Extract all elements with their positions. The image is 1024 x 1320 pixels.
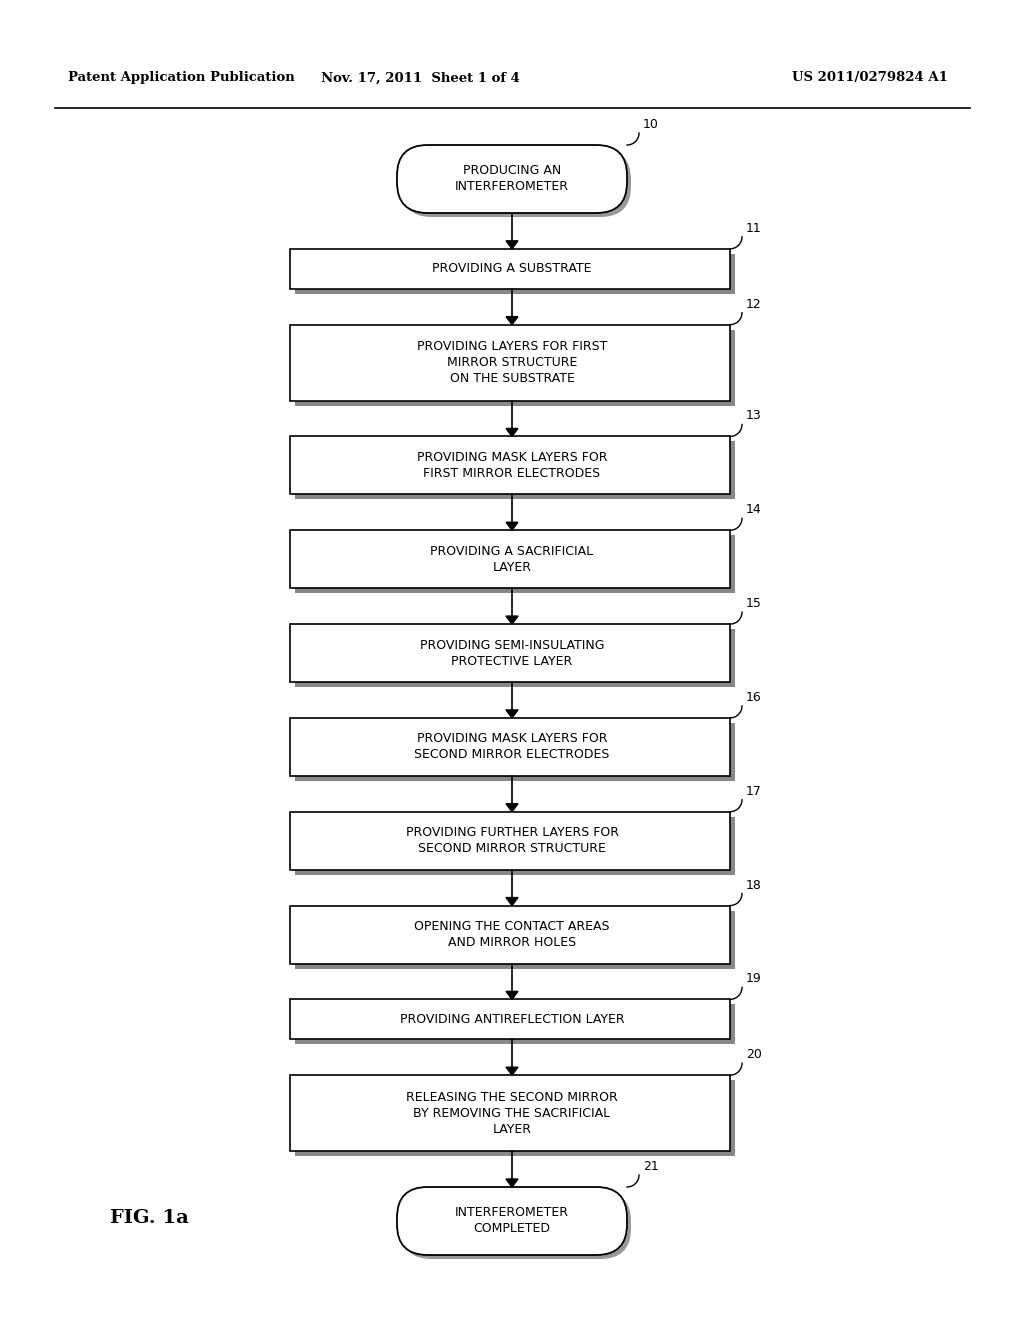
Bar [295, 723, 735, 781]
Text: 19: 19 [746, 973, 762, 985]
Bar [290, 718, 730, 776]
Text: RELEASING THE SECOND MIRROR
BY REMOVING THE SACRIFICIAL
LAYER: RELEASING THE SECOND MIRROR BY REMOVING … [407, 1090, 617, 1135]
Bar [295, 817, 735, 875]
Bar [295, 911, 735, 969]
Bar [295, 536, 735, 593]
Text: PROVIDING ANTIREFLECTION LAYER: PROVIDING ANTIREFLECTION LAYER [399, 1012, 625, 1026]
Polygon shape [506, 317, 518, 325]
Polygon shape [506, 240, 518, 248]
Polygon shape [506, 523, 518, 531]
Text: PROVIDING FURTHER LAYERS FOR
SECOND MIRROR STRUCTURE: PROVIDING FURTHER LAYERS FOR SECOND MIRR… [406, 826, 618, 855]
Polygon shape [506, 1067, 518, 1076]
Bar [295, 1080, 735, 1156]
Text: 10: 10 [643, 117, 658, 131]
Text: 15: 15 [746, 597, 762, 610]
FancyBboxPatch shape [397, 145, 627, 213]
Polygon shape [506, 804, 518, 812]
Bar [290, 325, 730, 401]
Text: OPENING THE CONTACT AREAS
AND MIRROR HOLES: OPENING THE CONTACT AREAS AND MIRROR HOL… [415, 920, 609, 949]
Text: 12: 12 [746, 297, 762, 310]
Text: 13: 13 [746, 409, 762, 422]
Text: PROVIDING SEMI-INSULATING
PROTECTIVE LAYER: PROVIDING SEMI-INSULATING PROTECTIVE LAY… [420, 639, 604, 668]
Text: Nov. 17, 2011  Sheet 1 of 4: Nov. 17, 2011 Sheet 1 of 4 [321, 71, 519, 84]
Bar [295, 330, 735, 405]
FancyBboxPatch shape [401, 149, 631, 216]
Polygon shape [506, 429, 518, 437]
Text: PROVIDING A SACRIFICIAL
LAYER: PROVIDING A SACRIFICIAL LAYER [430, 545, 594, 574]
Text: Patent Application Publication: Patent Application Publication [68, 71, 295, 84]
Text: US 2011/0279824 A1: US 2011/0279824 A1 [792, 71, 948, 84]
Text: 14: 14 [746, 503, 762, 516]
Text: 11: 11 [746, 222, 762, 235]
Bar [290, 437, 730, 495]
Text: PROVIDING MASK LAYERS FOR
SECOND MIRROR ELECTRODES: PROVIDING MASK LAYERS FOR SECOND MIRROR … [415, 733, 609, 762]
Polygon shape [506, 616, 518, 624]
Text: 18: 18 [746, 879, 762, 891]
Bar [290, 248, 730, 289]
Bar [290, 531, 730, 589]
Bar [295, 253, 735, 294]
Text: 20: 20 [746, 1048, 762, 1061]
Bar [295, 1005, 735, 1044]
Polygon shape [506, 898, 518, 906]
Bar [295, 441, 735, 499]
Bar [290, 812, 730, 870]
Bar [290, 906, 730, 964]
Text: PRODUCING AN
INTERFEROMETER: PRODUCING AN INTERFEROMETER [455, 165, 569, 194]
FancyBboxPatch shape [397, 1187, 627, 1255]
Polygon shape [506, 1179, 518, 1187]
Bar [290, 1076, 730, 1151]
FancyBboxPatch shape [401, 1191, 631, 1259]
Polygon shape [506, 991, 518, 999]
Bar [290, 624, 730, 682]
Text: FIG. 1a: FIG. 1a [110, 1209, 188, 1228]
Text: INTERFEROMETER
COMPLETED: INTERFEROMETER COMPLETED [455, 1206, 569, 1236]
Text: 16: 16 [746, 690, 762, 704]
Text: 17: 17 [746, 784, 762, 797]
Text: PROVIDING LAYERS FOR FIRST
MIRROR STRUCTURE
ON THE SUBSTRATE: PROVIDING LAYERS FOR FIRST MIRROR STRUCT… [417, 341, 607, 385]
Bar [290, 999, 730, 1039]
Text: 21: 21 [643, 1160, 658, 1173]
Text: PROVIDING MASK LAYERS FOR
FIRST MIRROR ELECTRODES: PROVIDING MASK LAYERS FOR FIRST MIRROR E… [417, 451, 607, 480]
Text: PROVIDING A SUBSTRATE: PROVIDING A SUBSTRATE [432, 263, 592, 276]
Polygon shape [506, 710, 518, 718]
Bar [295, 630, 735, 688]
